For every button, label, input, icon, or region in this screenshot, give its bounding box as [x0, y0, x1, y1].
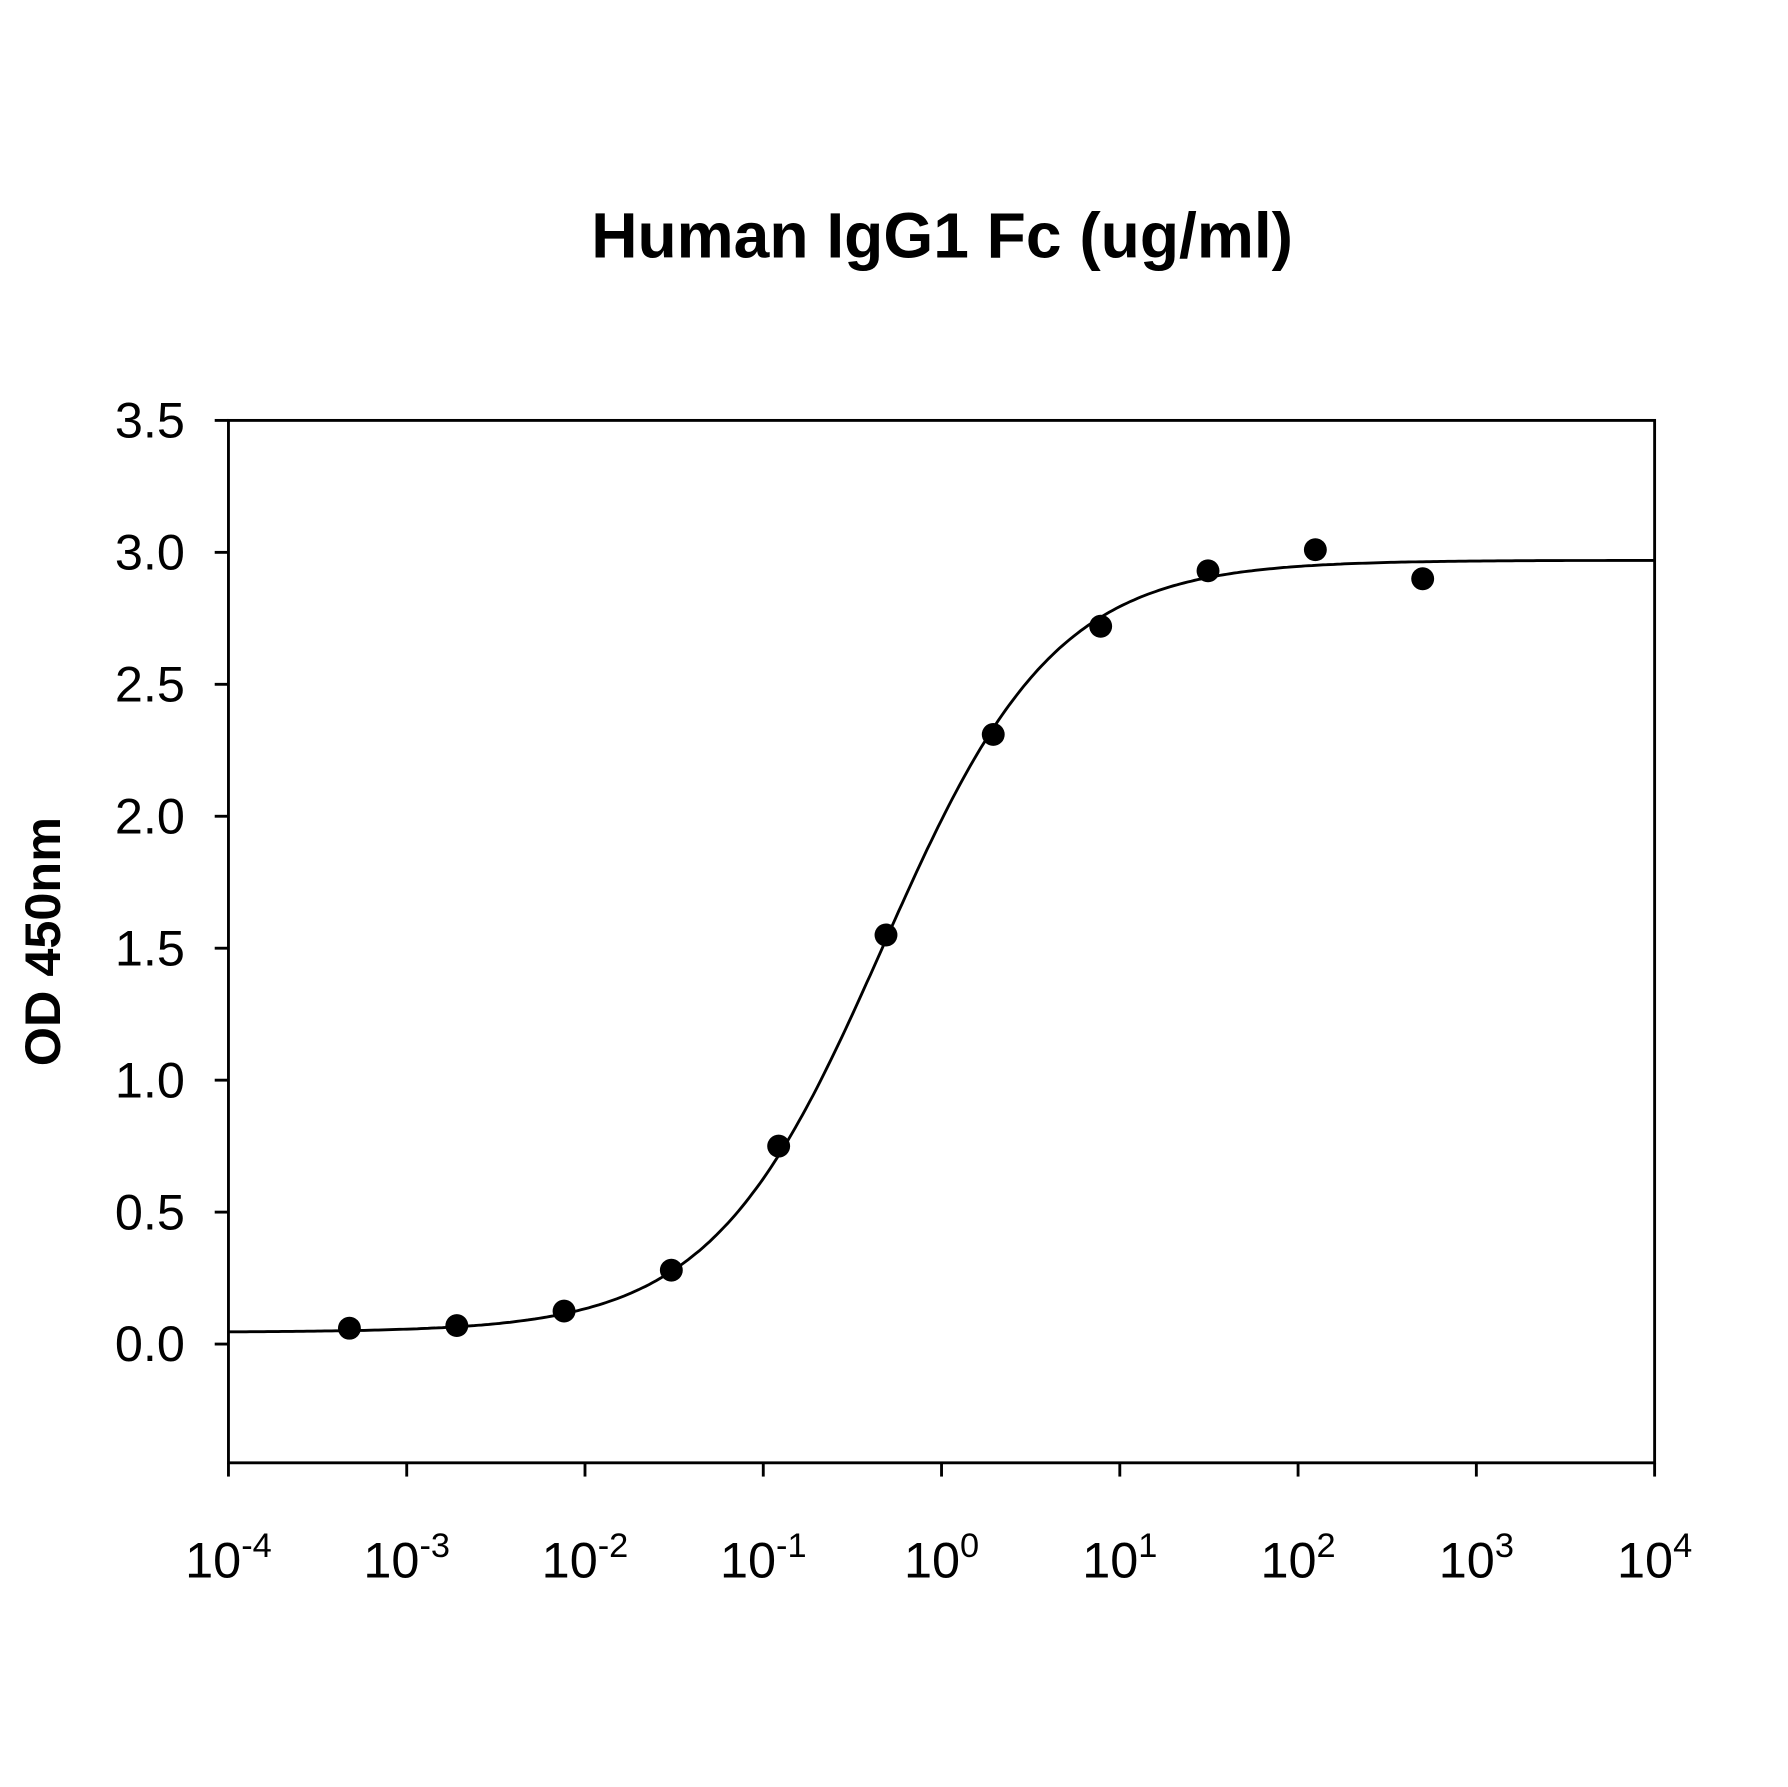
x-tick-exponent: 3 — [1495, 1527, 1514, 1565]
data-point — [445, 1314, 469, 1338]
y-tick-label: 3.0 — [115, 524, 185, 581]
y-axis-label: OD 450nm — [14, 817, 71, 1066]
chart-title: Human IgG1 Fc (ug/ml) — [591, 200, 1293, 272]
y-tick-label: 0.5 — [115, 1183, 185, 1240]
x-tick-label: 103 — [1439, 1527, 1514, 1589]
fit-curve — [228, 558, 1655, 1334]
x-tick-label: 10-1 — [720, 1527, 807, 1589]
data-point — [981, 722, 1005, 746]
data-point — [1303, 538, 1327, 562]
x-tick-label: 10-3 — [363, 1527, 450, 1589]
x-tick-exponent: -4 — [241, 1527, 272, 1565]
y-tick-label: 2.0 — [115, 787, 185, 844]
x-tick-base: 10 — [185, 1531, 241, 1588]
plot-frame — [227, 418, 1657, 1465]
x-tick-label: 10-4 — [185, 1527, 272, 1589]
y-tick-label: 1.0 — [115, 1051, 185, 1108]
x-tick-label: 104 — [1617, 1527, 1692, 1589]
x-tick-base: 10 — [904, 1531, 960, 1588]
x-tick-exponent: 1 — [1138, 1527, 1157, 1565]
data-point — [337, 1316, 361, 1340]
data-point — [1411, 567, 1435, 591]
x-tick-exponent: 0 — [960, 1527, 979, 1565]
x-tick-exponent: 4 — [1673, 1527, 1692, 1565]
x-tick-base: 10 — [363, 1531, 419, 1588]
y-tick-label: 1.5 — [115, 919, 185, 976]
data-point — [874, 923, 898, 947]
x-tick-label: 102 — [1260, 1527, 1335, 1589]
data-point — [767, 1134, 791, 1158]
x-tick-exponent: -2 — [598, 1527, 629, 1565]
x-tick-exponent: 2 — [1317, 1527, 1336, 1565]
x-tick-exponent: -3 — [419, 1527, 450, 1565]
x-tick-base: 10 — [720, 1531, 776, 1588]
x-tick-base: 10 — [1439, 1531, 1495, 1588]
x-tick-exponent: -1 — [776, 1527, 807, 1565]
data-point — [552, 1299, 576, 1323]
x-tick-base: 10 — [1617, 1531, 1673, 1588]
x-tick-base: 10 — [1082, 1531, 1138, 1588]
x-tick-label: 10-2 — [542, 1527, 629, 1589]
y-tick-label: 2.5 — [115, 655, 185, 712]
x-tick-label: 101 — [1082, 1527, 1157, 1589]
x-tick-label: 100 — [904, 1527, 979, 1589]
data-point — [659, 1258, 683, 1282]
data-point — [1196, 559, 1220, 583]
y-tick-label: 0.0 — [115, 1315, 185, 1372]
x-tick-base: 10 — [1260, 1531, 1316, 1588]
x-tick-base: 10 — [542, 1531, 598, 1588]
data-point — [1089, 614, 1113, 638]
y-tick-label: 3.5 — [115, 392, 185, 449]
